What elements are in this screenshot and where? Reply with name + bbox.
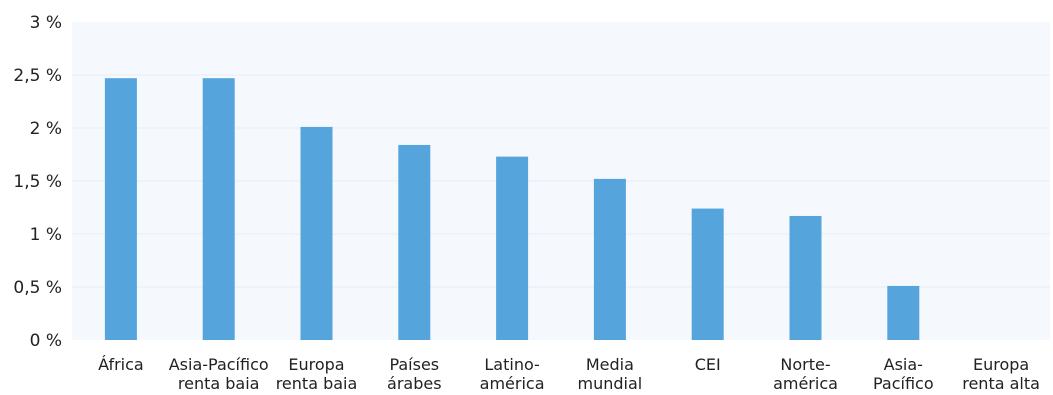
y-tick-label: 3 %	[30, 13, 62, 33]
x-category-label: Países árabes	[387, 355, 442, 393]
bar	[887, 285, 920, 340]
y-tick-label: 2,5 %	[13, 66, 62, 86]
gridlines	[72, 74, 1050, 288]
x-category-label: CEI	[695, 355, 721, 374]
y-tick-label: 0 %	[30, 331, 62, 351]
bar	[300, 126, 333, 340]
bars	[104, 78, 920, 341]
y-axis-tick-labels: 0 % 0,5 % 1 % 1,5 % 2 % 2,5 % 3 %	[13, 13, 62, 351]
x-category-label: Asia-Pacífico	[873, 355, 934, 393]
x-category-label: Norte-américa	[773, 355, 838, 393]
bar	[202, 78, 235, 341]
bar	[789, 215, 822, 340]
bar	[398, 144, 431, 340]
bar	[104, 78, 137, 341]
x-category-label: Media mundial	[578, 355, 643, 393]
x-category-label: África	[98, 355, 144, 374]
bar	[593, 178, 626, 340]
y-tick-label: 1 %	[30, 225, 62, 245]
bar	[691, 208, 724, 340]
x-category-label: Europa renta baia	[276, 355, 358, 393]
x-category-label: Asia-Pacífico renta baia	[169, 355, 269, 393]
y-tick-label: 0,5 %	[13, 278, 62, 298]
x-category-label: Latino-américa	[480, 355, 545, 393]
y-tick-label: 2 %	[30, 119, 62, 139]
x-category-label: Europa renta alta	[962, 355, 1040, 393]
y-tick-label: 1,5 %	[13, 172, 62, 192]
bar	[496, 156, 529, 340]
